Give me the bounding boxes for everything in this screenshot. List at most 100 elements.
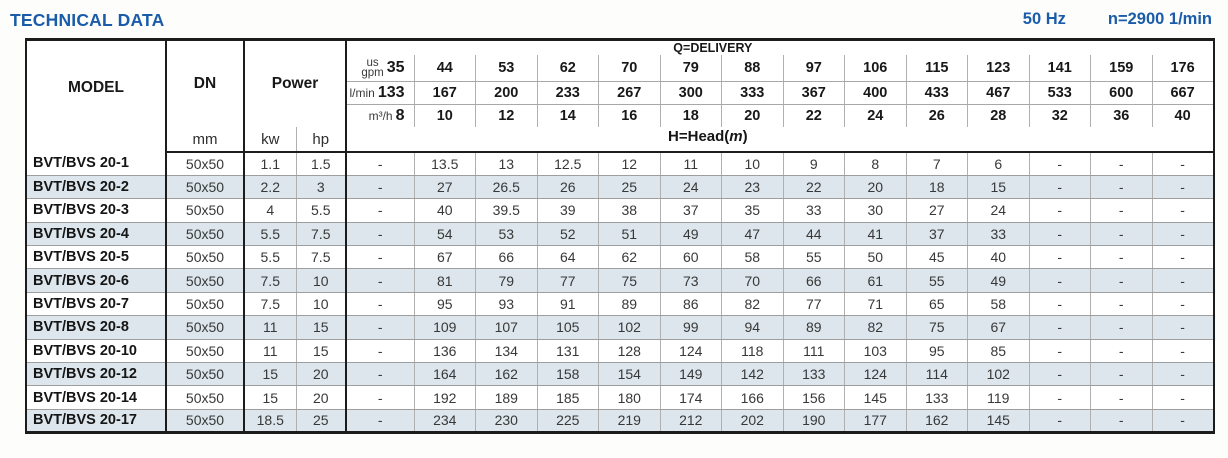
head-value-cell: 67 <box>413 245 476 270</box>
head-value-cell: - <box>1028 245 1091 270</box>
delivery-flow-value: 8 <box>395 106 405 124</box>
head-value-cell: 24 <box>967 198 1030 223</box>
head-value-cell: - <box>1151 245 1214 270</box>
head-value-cell: 30 <box>844 198 907 223</box>
head-value-cell: 234 <box>413 409 476 433</box>
head-value-cell: 45 <box>905 245 968 270</box>
head-value-cell: 67 <box>967 315 1030 340</box>
power-hp-cell: 15 <box>296 315 348 340</box>
power-hp-cell: 1.5 <box>296 152 348 176</box>
delivery-flow-value: 333 <box>721 81 784 105</box>
table-row: BVT/BVS 20-5 50x50 5.5 7.5-67 66 64 62 60 58 55 50… <box>26 245 1214 270</box>
head-value-cell: - <box>1090 409 1153 433</box>
head-value-cell: 65 <box>905 292 968 317</box>
model-cell: BVT/BVS 20-4 <box>26 222 167 247</box>
head-value-cell: - <box>1028 315 1091 340</box>
head-value-cell: 13.5 <box>413 152 476 176</box>
table-row: BVT/BVS 20-14 50x50 15 20-192 189 185 180 174 16… <box>26 385 1214 410</box>
delivery-flow-value: 32 <box>1028 104 1091 127</box>
head-value-cell: - <box>1090 292 1153 317</box>
head-value-cell: 35 <box>721 198 784 223</box>
head-value-cell: - <box>1151 315 1214 340</box>
head-value-cell: 99 <box>659 315 722 340</box>
head-value-cell: 177 <box>844 409 907 433</box>
head-value-cell: - <box>345 268 415 293</box>
delivery-units-row-gpm: us gpm 35 44 53 62 70 79 88 97 106 115 123 141 159 17… <box>26 55 1214 82</box>
head-value-cell: 58 <box>721 245 784 270</box>
head-value-cell: 85 <box>967 339 1030 364</box>
table-row: BVT/BVS 20-2 50x50 2.2 3-27 26.5 26 25 24 23 22 20… <box>26 175 1214 200</box>
head-value-cell: 202 <box>721 409 784 433</box>
delivery-flow-value: 22 <box>782 104 845 127</box>
dn-cell: 50x50 <box>166 315 245 340</box>
head-value-cell: - <box>1090 152 1153 176</box>
delivery-flow-value: 14 <box>536 104 599 127</box>
power-hp-cell: 10 <box>296 268 348 293</box>
head-value-cell: 66 <box>475 245 538 270</box>
head-value-cell: 70 <box>721 268 784 293</box>
head-value-cell: 40 <box>967 245 1030 270</box>
head-value-cell: 94 <box>721 315 784 340</box>
power-hp-cell: 5.5 <box>296 198 348 223</box>
head-value-cell: 60 <box>659 245 722 270</box>
head-value-cell: 124 <box>844 362 907 387</box>
head-value-cell: 55 <box>782 245 845 270</box>
sub-units-row: mm kw hp H=Head(m) <box>26 127 1214 153</box>
delivery-units-row-lmin: l/min 133 167 200 233 267 300 333 367 400 433 467… <box>26 81 1214 105</box>
power-hp-cell: 25 <box>296 409 348 433</box>
head-value-cell: 62 <box>598 245 661 270</box>
table-row: BVT/BVS 20-17 50x50 18.5 25-234 230 225 219 212… <box>26 409 1214 433</box>
delivery-flow-value: 36 <box>1090 104 1153 127</box>
unit-cell-lmin: l/min 133 <box>346 81 415 105</box>
model-cell: BVT/BVS 20-12 <box>26 362 167 387</box>
delivery-flow-value: 133 <box>377 83 405 101</box>
delivery-title-cell: Q=DELIVERY <box>346 40 1214 55</box>
unit-label-m3h: m³/h <box>368 108 393 123</box>
head-value-cell: 190 <box>782 409 845 433</box>
head-value-cell: 20 <box>844 175 907 200</box>
head-value-cell: 23 <box>721 175 784 200</box>
head-value-cell: - <box>1151 268 1214 293</box>
head-value-cell: 174 <box>659 385 722 410</box>
head-value-cell: 102 <box>598 315 661 340</box>
head-value-cell: 52 <box>536 222 599 247</box>
head-value-cell: 82 <box>844 315 907 340</box>
delivery-flow-value: 400 <box>844 81 907 105</box>
delivery-flow-value: 88 <box>721 55 784 82</box>
unit-label-lmin: l/min <box>349 85 375 100</box>
head-value-cell: 13 <box>475 152 538 176</box>
delivery-title-row: MODEL DN Power Q=DELIVERY <box>26 39 1214 152</box>
head-value-cell: 89 <box>782 315 845 340</box>
head-value-cell: - <box>1028 385 1091 410</box>
head-value-cell: 136 <box>413 339 476 364</box>
head-value-cell: - <box>1028 198 1091 223</box>
head-value-cell: 8 <box>844 152 907 176</box>
delivery-flow-value: 367 <box>782 81 845 105</box>
model-cell: BVT/BVS 20-6 <box>26 268 167 293</box>
head-value-cell: 162 <box>475 362 538 387</box>
head-value-cell: 89 <box>598 292 661 317</box>
head-value-cell: - <box>1151 339 1214 364</box>
power-hp-cell: 3 <box>296 175 348 200</box>
dn-cell: 50x50 <box>166 362 245 387</box>
head-value-cell: 86 <box>659 292 722 317</box>
spec-labels: 50 Hz n=2900 1/min <box>1023 10 1214 29</box>
delivery-flow-value: 667 <box>1151 81 1214 105</box>
rotation-speed-label: n=2900 1/min <box>1107 10 1212 28</box>
head-value-cell: 61 <box>844 268 907 293</box>
dn-cell: 50x50 <box>166 198 245 223</box>
model-cell: BVT/BVS 20-2 <box>26 175 167 200</box>
head-value-cell: - <box>1090 315 1153 340</box>
head-value-cell: 75 <box>905 315 968 340</box>
delivery-flow-value: 20 <box>721 104 784 127</box>
head-value-cell: 225 <box>536 409 599 433</box>
head-value-cell: - <box>345 152 415 176</box>
head-value-cell: 212 <box>659 409 722 433</box>
delivery-flow-value: 176 <box>1151 55 1214 82</box>
head-value-cell: - <box>1151 385 1214 410</box>
head-value-cell: - <box>1028 339 1091 364</box>
delivery-flow-value: 115 <box>905 55 968 82</box>
dn-cell: 50x50 <box>166 409 245 433</box>
head-value-cell: 24 <box>659 175 722 200</box>
power-hp-cell: 7.5 <box>296 222 348 247</box>
